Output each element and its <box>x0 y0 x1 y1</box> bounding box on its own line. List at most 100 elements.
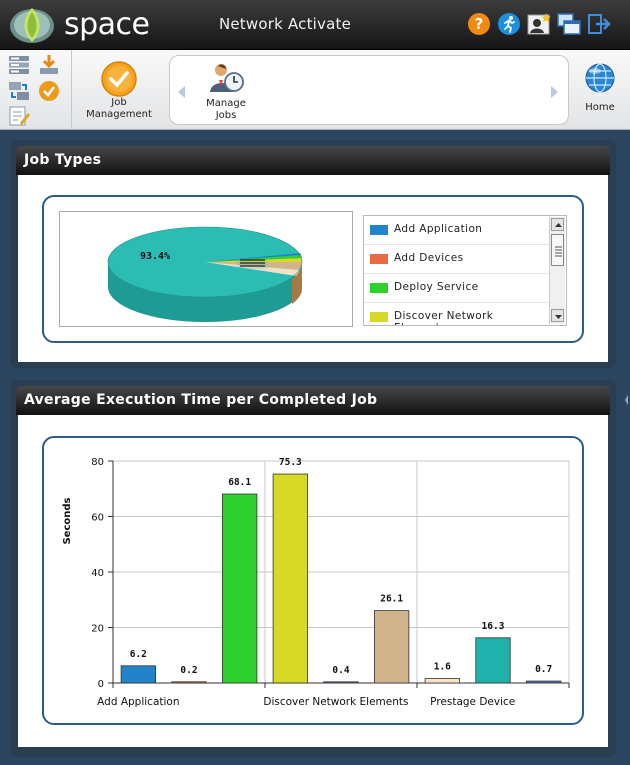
pie-legend: Add Application Add Devices Deploy Servi… <box>363 215 567 326</box>
bar[interactable] <box>526 680 562 684</box>
scroll-thumb[interactable] <box>551 234 564 266</box>
job-management-button[interactable]: Job Management <box>78 50 160 130</box>
legend-item-discover-network-elements[interactable]: Discover Network Elements <box>364 303 549 325</box>
toolbar: Job Management Manage Jobs <box>0 50 630 130</box>
x-category-label: Prestage Device <box>430 696 515 708</box>
legend-swatch <box>370 254 388 264</box>
job-management-label-line-2: Management <box>86 109 152 120</box>
bar[interactable] <box>222 493 258 684</box>
space-logo-icon <box>10 8 54 43</box>
bar-value-label: 0.4 <box>332 665 349 676</box>
execution-time-frame: 0 20 40 60 80 Add Application Discover Network… <box>42 436 584 725</box>
panel-resize-handle-icon[interactable] <box>622 385 630 415</box>
y-tick-label: 60 <box>91 513 104 524</box>
bar[interactable] <box>323 681 359 684</box>
runner-icon[interactable] <box>497 12 521 36</box>
bar-value-label: 0.2 <box>180 665 197 676</box>
legend-label: Discover Network Elements <box>394 310 494 325</box>
bar[interactable] <box>171 681 207 684</box>
help-icon[interactable]: ? <box>467 12 491 36</box>
y-axis-title: Seconds <box>62 497 73 544</box>
bar[interactable] <box>272 473 308 684</box>
database-list-icon[interactable] <box>8 54 30 76</box>
y-tick-label: 80 <box>91 457 104 468</box>
bar[interactable] <box>120 665 156 684</box>
y-tick-label: 40 <box>91 568 104 579</box>
scroll-up-button[interactable] <box>551 218 564 231</box>
manage-jobs-icon <box>210 64 244 92</box>
globe-icon <box>585 63 615 93</box>
label-layer: 6.2 0.2 68.1 75.3 0.4 26.1 1.6 16.3 0.7 <box>130 457 553 676</box>
check-circle-icon[interactable] <box>38 80 60 102</box>
manage-jobs-label-line-1: Manage <box>206 98 246 109</box>
svg-text:?: ? <box>475 15 484 33</box>
bar-value-label: 0.7 <box>535 664 552 675</box>
legend-item-add-application[interactable]: Add Application <box>364 216 549 245</box>
job-types-title: Job Types <box>24 152 102 168</box>
submenu-panel: Manage Jobs <box>169 55 569 125</box>
bar-value-label: 75.3 <box>279 457 302 468</box>
edit-form-icon[interactable] <box>8 105 30 127</box>
job-types-panel: Job Types 93.4% <box>10 140 616 368</box>
legend-label: Add Application <box>394 223 483 235</box>
home-label: Home <box>585 102 615 113</box>
pie-label-small-cluster <box>237 258 267 269</box>
legend-label: Deploy Service <box>394 281 479 293</box>
legend-scrollbar[interactable] <box>549 217 565 324</box>
bar-value-label: 6.2 <box>130 649 147 660</box>
pie-slice-small-2 <box>205 262 300 276</box>
download-icon[interactable] <box>38 54 60 76</box>
bar-layer <box>120 473 562 684</box>
legend-swatch <box>370 312 388 322</box>
bar[interactable] <box>424 678 460 684</box>
execution-time-panel: Average Execution Time per Completed Job… <box>10 380 616 757</box>
pie-slice-small-4 <box>205 255 302 262</box>
space-logo: space <box>8 4 150 46</box>
pie-chart: 93.4% <box>59 211 353 327</box>
manage-jobs-label: Manage Jobs <box>200 98 252 122</box>
x-category-label: Discover Network Elements <box>263 696 408 708</box>
pie-side-small <box>292 262 303 304</box>
scroll-up-icon <box>555 223 562 227</box>
top-bar: space Network Activate ? <box>0 0 630 50</box>
submenu-scroll-right-icon[interactable] <box>551 86 558 98</box>
execution-time-body: 0 20 40 60 80 Add Application Discover Network… <box>18 415 608 747</box>
scroll-down-button[interactable] <box>551 309 564 322</box>
execution-time-title: Average Execution Time per Completed Job <box>24 392 378 408</box>
y-tick-label: 20 <box>91 624 104 635</box>
job-types-body: 93.4% Add Application Add Devices <box>18 175 608 362</box>
scroll-grip-icon <box>555 246 562 257</box>
bar-value-label: 1.6 <box>434 662 451 673</box>
bar-value-label: 16.3 <box>482 621 505 632</box>
tool-icons-group <box>0 50 72 130</box>
job-types-frame: 93.4% Add Application Add Devices <box>42 195 584 343</box>
bar-value-label: 68.1 <box>228 477 251 488</box>
pie-side <box>108 262 302 322</box>
x-category-label: Add Application <box>97 696 179 708</box>
transfer-icon[interactable] <box>8 80 30 102</box>
job-types-header: Job Types <box>16 146 610 175</box>
bar[interactable] <box>374 610 410 684</box>
bar[interactable] <box>475 637 511 684</box>
manage-jobs-label-line-2: Jobs <box>215 110 237 121</box>
execution-time-header: Average Execution Time per Completed Job <box>16 386 610 415</box>
y-tick-label: 0 <box>98 679 104 690</box>
legend-swatch <box>370 225 388 235</box>
job-management-label: Job Management <box>78 97 160 121</box>
logo-text: space <box>64 7 150 42</box>
pie-slice-small-5 <box>205 253 301 262</box>
app-title: Network Activate <box>218 15 352 33</box>
submenu-scroll-left-icon[interactable] <box>178 86 185 98</box>
bar-chart: 0 20 40 60 80 Add Application Discover Network… <box>62 457 570 708</box>
pie-outline <box>107 226 303 298</box>
legend-swatch <box>370 283 388 293</box>
job-management-icon <box>101 61 137 97</box>
pie-chart-svg: 93.4% <box>107 226 303 322</box>
windows-icon[interactable] <box>557 12 581 36</box>
legend-item-add-devices[interactable]: Add Devices <box>364 245 549 274</box>
axis-layer: 0 20 40 60 80 Add Application Discover Network… <box>91 457 570 708</box>
scroll-down-icon <box>555 315 562 319</box>
user-star-icon[interactable] <box>527 12 551 36</box>
legend-item-deploy-service[interactable]: Deploy Service <box>364 274 549 303</box>
logout-icon[interactable] <box>587 12 611 36</box>
